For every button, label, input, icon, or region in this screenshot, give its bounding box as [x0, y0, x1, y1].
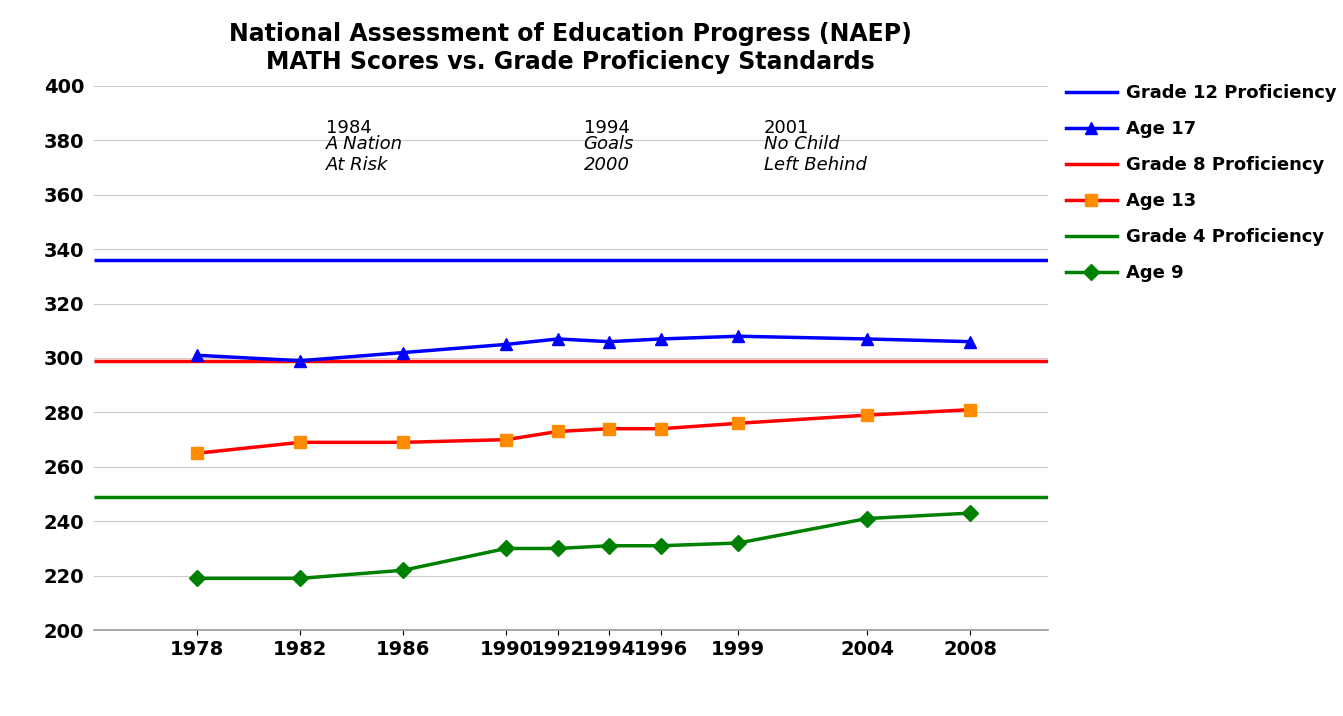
Text: No Child
Left Behind: No Child Left Behind [764, 135, 868, 174]
Title: National Assessment of Education Progress (NAEP)
MATH Scores vs. Grade Proficien: National Assessment of Education Progres… [230, 22, 912, 74]
Text: 1994: 1994 [584, 119, 630, 137]
Text: 2001: 2001 [764, 119, 810, 137]
Legend: Grade 12 Proficiency, Age 17, Grade 8 Proficiency, Age 13, Grade 4 Proficiency, : Grade 12 Proficiency, Age 17, Grade 8 Pr… [1066, 84, 1336, 282]
Text: 1984: 1984 [326, 119, 372, 137]
Text: A Nation
At Risk: A Nation At Risk [326, 135, 403, 174]
Text: Goals
2000: Goals 2000 [584, 135, 634, 174]
